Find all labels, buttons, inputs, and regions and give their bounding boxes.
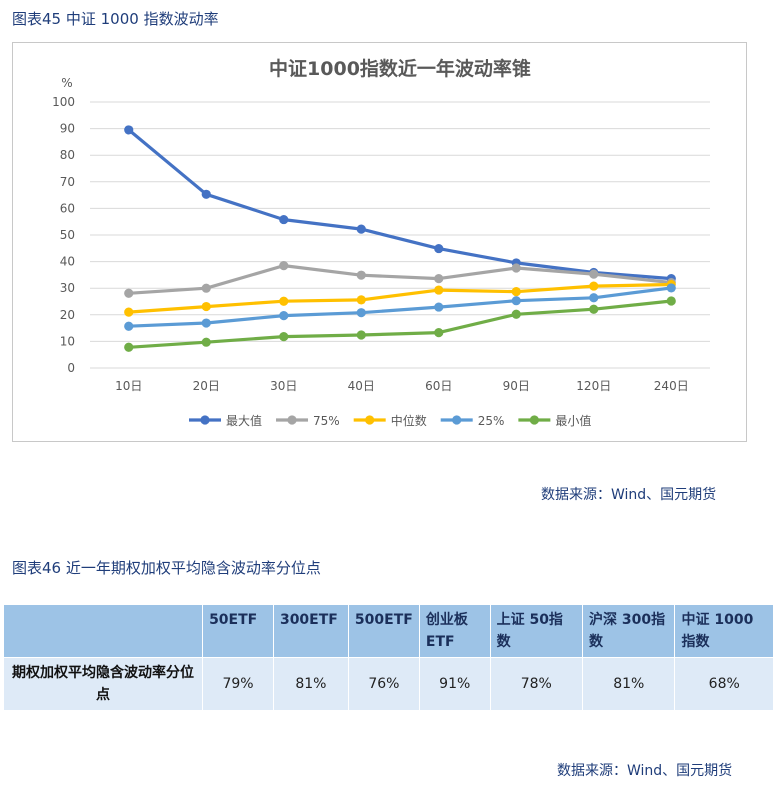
legend-swatch-marker	[529, 415, 539, 425]
x-tick-label: 60日	[425, 379, 452, 393]
legend-swatch-marker	[365, 415, 375, 425]
table-header-corner	[2, 604, 204, 658]
data-point	[201, 301, 211, 312]
data-point	[434, 302, 444, 312]
table-cell-500etf: 76%	[347, 657, 420, 711]
table-cell-50etf: 79%	[202, 657, 274, 711]
table-cell-300etf: 81%	[272, 657, 349, 711]
legend-swatch-marker	[452, 415, 462, 425]
y-tick-label: 20	[60, 308, 75, 322]
data-point	[356, 330, 366, 340]
table-cell-csi300-index: 81%	[582, 657, 676, 711]
y-tick-label: 70	[60, 175, 75, 189]
data-point	[124, 342, 134, 352]
y-tick-label: 50	[60, 228, 75, 242]
table-header-50etf: 50ETF	[202, 604, 274, 658]
data-point	[666, 296, 676, 306]
series-line	[127, 282, 673, 314]
y-tick-label: 10	[60, 334, 75, 348]
table-row: 期权加权平均隐含波动率分位点 79% 81% 76% 91% 78% 81% 6…	[2, 657, 774, 711]
legend-label: 75%	[313, 414, 340, 428]
data-point	[201, 189, 211, 199]
table-header-row: 50ETF 300ETF 500ETF 创业板ETF 上证 50指数 沪深 30…	[2, 604, 774, 658]
data-point	[511, 296, 521, 306]
x-tick-label: 30日	[270, 379, 297, 393]
data-point	[201, 318, 211, 328]
y-axis-unit-label: %	[61, 76, 72, 90]
figure-45-caption: 图表45 中证 1000 指数波动率	[12, 10, 219, 28]
y-tick-label: 100	[52, 95, 75, 109]
table-header-500etf: 500ETF	[347, 604, 420, 658]
x-tick-label: 10日	[115, 379, 142, 393]
data-point	[589, 269, 599, 279]
data-point	[279, 260, 289, 271]
y-tick-label: 90	[60, 122, 75, 136]
data-point	[279, 332, 289, 342]
data-point	[279, 310, 289, 321]
series-line	[127, 286, 673, 328]
table-header-csi300-index: 沪深 300指数	[582, 604, 676, 658]
y-tick-label: 40	[60, 255, 75, 269]
data-point	[201, 283, 211, 293]
legend-label: 25%	[478, 414, 505, 428]
series-line	[127, 128, 673, 281]
data-point	[589, 281, 599, 291]
x-tick-label: 240日	[654, 379, 689, 393]
x-tick-label: 90日	[503, 379, 530, 393]
x-tick-label: 20日	[193, 379, 220, 393]
data-point	[511, 287, 521, 297]
table-header-csi1000-index: 中证 1000指数	[674, 604, 774, 658]
table-row-label: 期权加权平均隐含波动率分位点	[2, 657, 204, 711]
data-point	[124, 307, 134, 317]
figure-45-source: 数据来源：Wind、国元期货	[541, 487, 717, 503]
data-point	[356, 224, 366, 234]
y-tick-label: 0	[67, 361, 75, 375]
series-line	[127, 299, 673, 349]
data-point	[124, 125, 134, 135]
table-header-300etf: 300ETF	[272, 604, 349, 658]
legend-label: 中位数	[391, 413, 427, 428]
series-line	[127, 264, 673, 295]
data-point	[589, 293, 599, 303]
legend-swatch-marker	[200, 415, 210, 425]
data-point	[434, 243, 444, 254]
data-point	[434, 328, 444, 338]
table-cell-chinext-etf: 91%	[418, 657, 491, 711]
data-point	[434, 274, 444, 284]
data-point	[279, 214, 289, 225]
chart-canvas: 中证1000指数近一年波动率锥% 0 10 20 30 40 50 60 70 80 90 100 10…	[52, 57, 710, 428]
legend-label: 最大值	[226, 413, 262, 428]
x-tick-label: 40日	[348, 379, 375, 393]
y-tick-label: 30	[60, 281, 75, 295]
data-point	[279, 296, 289, 306]
data-point	[511, 309, 521, 319]
y-tick-label: 60	[60, 201, 75, 215]
table-header-sse50-index: 上证 50指数	[489, 604, 584, 658]
chart-title: 中证1000指数近一年波动率锥	[269, 57, 531, 80]
data-point	[124, 321, 134, 331]
legend-swatch-marker	[287, 415, 297, 425]
volatility-cone-chart: 中证1000指数近一年波动率锥% 0 10 20 30 40 50 60 70 80 90 100 10…	[12, 42, 747, 442]
implied-volatility-table: 50ETF 300ETF 500ETF 创业板ETF 上证 50指数 沪深 30…	[2, 604, 774, 711]
figure-46-caption: 图表46 近一年期权加权平均隐含波动率分位点	[12, 559, 321, 577]
legend-label: 最小值	[555, 413, 591, 428]
table-header-chinext-etf: 创业板ETF	[418, 604, 491, 658]
data-point	[434, 285, 444, 295]
x-tick-label: 120日	[576, 379, 611, 393]
data-point	[201, 337, 211, 347]
data-point	[124, 288, 134, 298]
table-cell-sse50-index: 78%	[489, 657, 584, 711]
data-point	[666, 283, 676, 293]
data-point	[356, 295, 366, 305]
table-cell-csi1000-index: 68%	[674, 657, 774, 711]
data-point	[356, 270, 366, 280]
data-point	[511, 263, 521, 273]
y-tick-label: 80	[60, 148, 75, 162]
data-point	[356, 308, 366, 318]
data-point	[589, 304, 599, 314]
figure-46-source: 数据来源：Wind、国元期货	[557, 763, 733, 779]
